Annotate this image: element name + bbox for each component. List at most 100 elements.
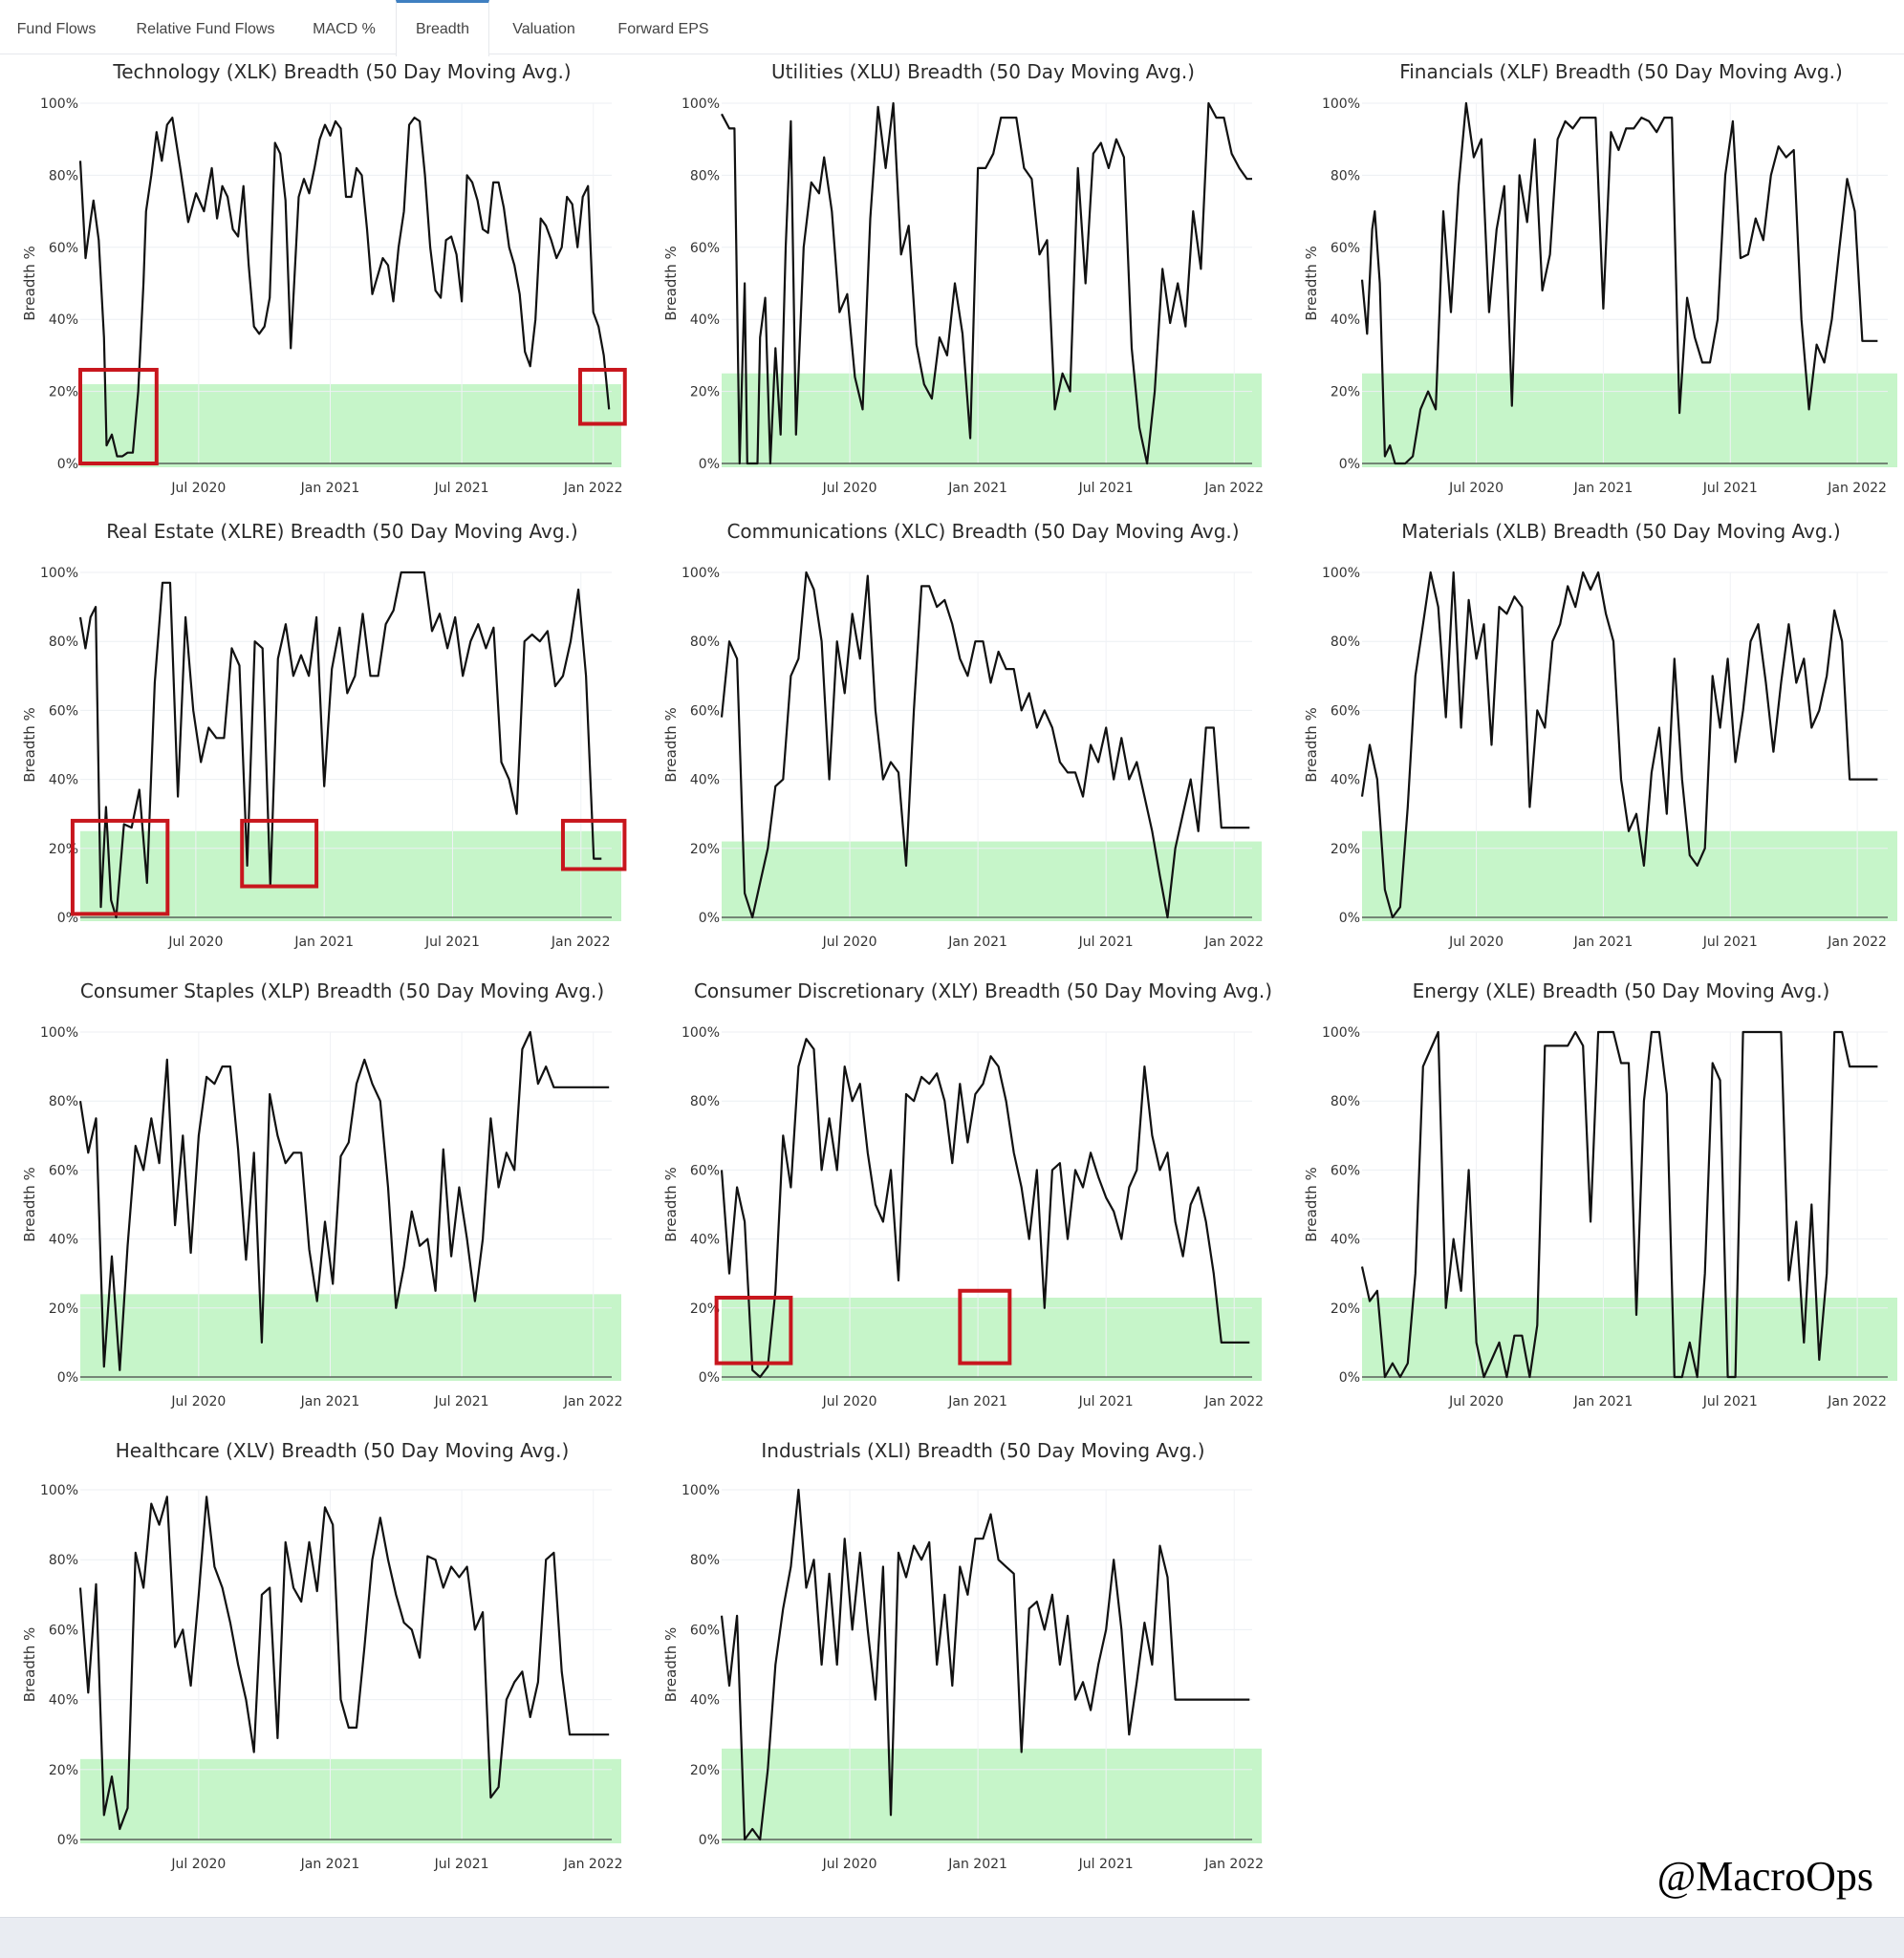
y-tick-label: 100% <box>682 1483 720 1498</box>
chart-panel: Materials (XLB) Breadth (50 Day Moving A… <box>1303 520 1897 950</box>
chart-title: Healthcare (XLV) Breadth (50 Day Moving … <box>116 1439 570 1462</box>
chart-title: Energy (XLE) Breadth (50 Day Moving Avg.… <box>1413 979 1830 1002</box>
tab-breadth[interactable]: Breadth <box>396 0 489 56</box>
x-tick-label: Jul 2020 <box>167 935 223 950</box>
highlight-box <box>560 818 627 871</box>
x-tick-label: Jul 2020 <box>822 481 877 496</box>
chart-panel: Technology (XLK) Breadth (50 Day Moving … <box>21 60 627 496</box>
y-tick-label: 60% <box>690 703 720 719</box>
y-tick-label: 60% <box>690 1163 720 1178</box>
watermark: @MacroOps <box>1656 1853 1873 1900</box>
y-tick-label: 80% <box>49 1553 78 1568</box>
breadth-series-line <box>78 570 602 919</box>
chart-title: Real Estate (XLRE) Breadth (50 Day Movin… <box>106 520 577 543</box>
y-tick-label: 60% <box>49 241 78 256</box>
y-tick-label: 100% <box>1322 1025 1360 1041</box>
tab-relative-fund-flows[interactable]: Relative Fund Flows <box>136 21 275 37</box>
highlight-box <box>70 818 170 916</box>
x-tick-label: Jul 2021 <box>1702 935 1758 950</box>
x-tick-label: Jan 2022 <box>1203 935 1264 950</box>
y-tick-label: 100% <box>40 1483 78 1498</box>
chart-panel: Healthcare (XLV) Breadth (50 Day Moving … <box>21 1439 623 1872</box>
highlight-box <box>958 1288 1012 1366</box>
highlight-box <box>78 367 159 466</box>
oversold-zone <box>722 373 1262 467</box>
y-tick-label: 0% <box>57 1370 78 1386</box>
x-tick-label: Jan 2021 <box>1573 481 1634 496</box>
y-tick-label: 40% <box>1331 773 1360 788</box>
x-tick-label: Jan 2021 <box>293 935 354 950</box>
x-tick-label: Jan 2021 <box>947 1394 1007 1409</box>
y-tick-label: 80% <box>690 1094 720 1109</box>
x-tick-label: Jan 2021 <box>300 1394 360 1409</box>
y-tick-label: 80% <box>49 168 78 183</box>
chart-panel: Energy (XLE) Breadth (50 Day Moving Avg.… <box>1303 979 1897 1409</box>
y-tick-label: 0% <box>57 457 78 472</box>
oversold-zone <box>1362 373 1897 467</box>
y-axis-label: Breadth % <box>1303 1167 1320 1241</box>
page-footer-bar <box>0 1917 1904 1958</box>
y-tick-label: 80% <box>1331 635 1360 650</box>
breadth-series-line <box>720 1038 1250 1379</box>
y-axis-label: Breadth % <box>662 1167 680 1241</box>
chart-title: Communications (XLC) Breadth (50 Day Mov… <box>726 520 1239 543</box>
y-tick-label: 40% <box>690 773 720 788</box>
y-tick-label: 40% <box>1331 312 1360 328</box>
x-tick-label: Jan 2021 <box>947 1857 1007 1872</box>
y-tick-label: 60% <box>1331 703 1360 719</box>
x-tick-label: Jul 2021 <box>1702 481 1758 496</box>
x-tick-label: Jul 2021 <box>424 935 480 950</box>
x-tick-label: Jan 2022 <box>551 935 611 950</box>
y-axis-label: Breadth % <box>21 707 38 782</box>
y-axis-label: Breadth % <box>662 246 680 320</box>
y-tick-label: 100% <box>1322 566 1360 581</box>
breadth-series-line <box>1360 101 1878 465</box>
tab-macd[interactable]: MACD % <box>313 21 376 37</box>
x-tick-label: Jul 2020 <box>822 935 877 950</box>
x-tick-label: Jul 2020 <box>170 1394 226 1409</box>
chart-panel: Real Estate (XLRE) Breadth (50 Day Movin… <box>21 520 627 950</box>
chart-title: Technology (XLK) Breadth (50 Day Moving … <box>112 60 571 83</box>
y-tick-label: 80% <box>49 1094 78 1109</box>
tab-forward-eps[interactable]: Forward EPS <box>617 21 709 37</box>
x-tick-label: Jul 2021 <box>1078 481 1134 496</box>
tab-valuation[interactable]: Valuation <box>512 21 575 37</box>
x-tick-label: Jul 2020 <box>822 1857 877 1872</box>
x-tick-label: Jul 2020 <box>1448 1394 1504 1409</box>
x-tick-label: Jan 2022 <box>563 1857 623 1872</box>
x-tick-label: Jul 2021 <box>1078 1394 1134 1409</box>
chart-title: Industrials (XLI) Breadth (50 Day Moving… <box>761 1439 1204 1462</box>
chart-title: Utilities (XLU) Breadth (50 Day Moving A… <box>771 60 1195 83</box>
oversold-zone <box>80 1758 621 1843</box>
x-tick-label: Jul 2020 <box>1448 481 1504 496</box>
chart-panel: Industrials (XLI) Breadth (50 Day Moving… <box>662 1439 1264 1872</box>
y-tick-label: 60% <box>49 1623 78 1638</box>
y-tick-label: 0% <box>1339 457 1360 472</box>
highlight-box <box>240 818 319 889</box>
y-axis-label: Breadth % <box>21 1627 38 1702</box>
y-tick-label: 40% <box>690 1693 720 1709</box>
chart-panel: Consumer Staples (XLP) Breadth (50 Day M… <box>21 979 623 1409</box>
breadth-series-line <box>78 117 611 458</box>
oversold-zone <box>722 1297 1262 1381</box>
x-tick-label: Jul 2021 <box>434 481 489 496</box>
x-tick-label: Jul 2020 <box>170 481 226 496</box>
oversold-zone <box>80 384 621 467</box>
y-axis-label: Breadth % <box>662 707 680 782</box>
y-tick-label: 20% <box>690 842 720 857</box>
y-tick-label: 80% <box>49 635 78 650</box>
y-tick-label: 80% <box>690 168 720 183</box>
tab-fund-flows[interactable]: Fund Flows <box>16 21 97 37</box>
y-axis-label: Breadth % <box>21 246 38 320</box>
chart-title: Materials (XLB) Breadth (50 Day Moving A… <box>1401 520 1840 543</box>
y-tick-label: 60% <box>1331 241 1360 256</box>
y-tick-label: 100% <box>40 566 78 581</box>
y-tick-label: 20% <box>49 385 78 400</box>
breadth-series-line <box>1360 570 1878 919</box>
y-axis-label: Breadth % <box>662 1627 680 1702</box>
y-tick-label: 20% <box>1331 842 1360 857</box>
y-tick-label: 20% <box>690 1302 720 1317</box>
y-tick-label: 80% <box>690 1553 720 1568</box>
y-tick-label: 20% <box>690 385 720 400</box>
y-axis-label: Breadth % <box>21 1167 38 1241</box>
